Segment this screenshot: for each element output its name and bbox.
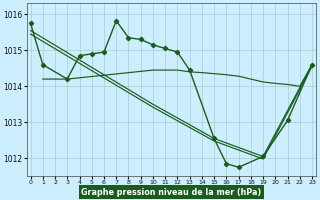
- X-axis label: Graphe pression niveau de la mer (hPa): Graphe pression niveau de la mer (hPa): [81, 188, 261, 197]
